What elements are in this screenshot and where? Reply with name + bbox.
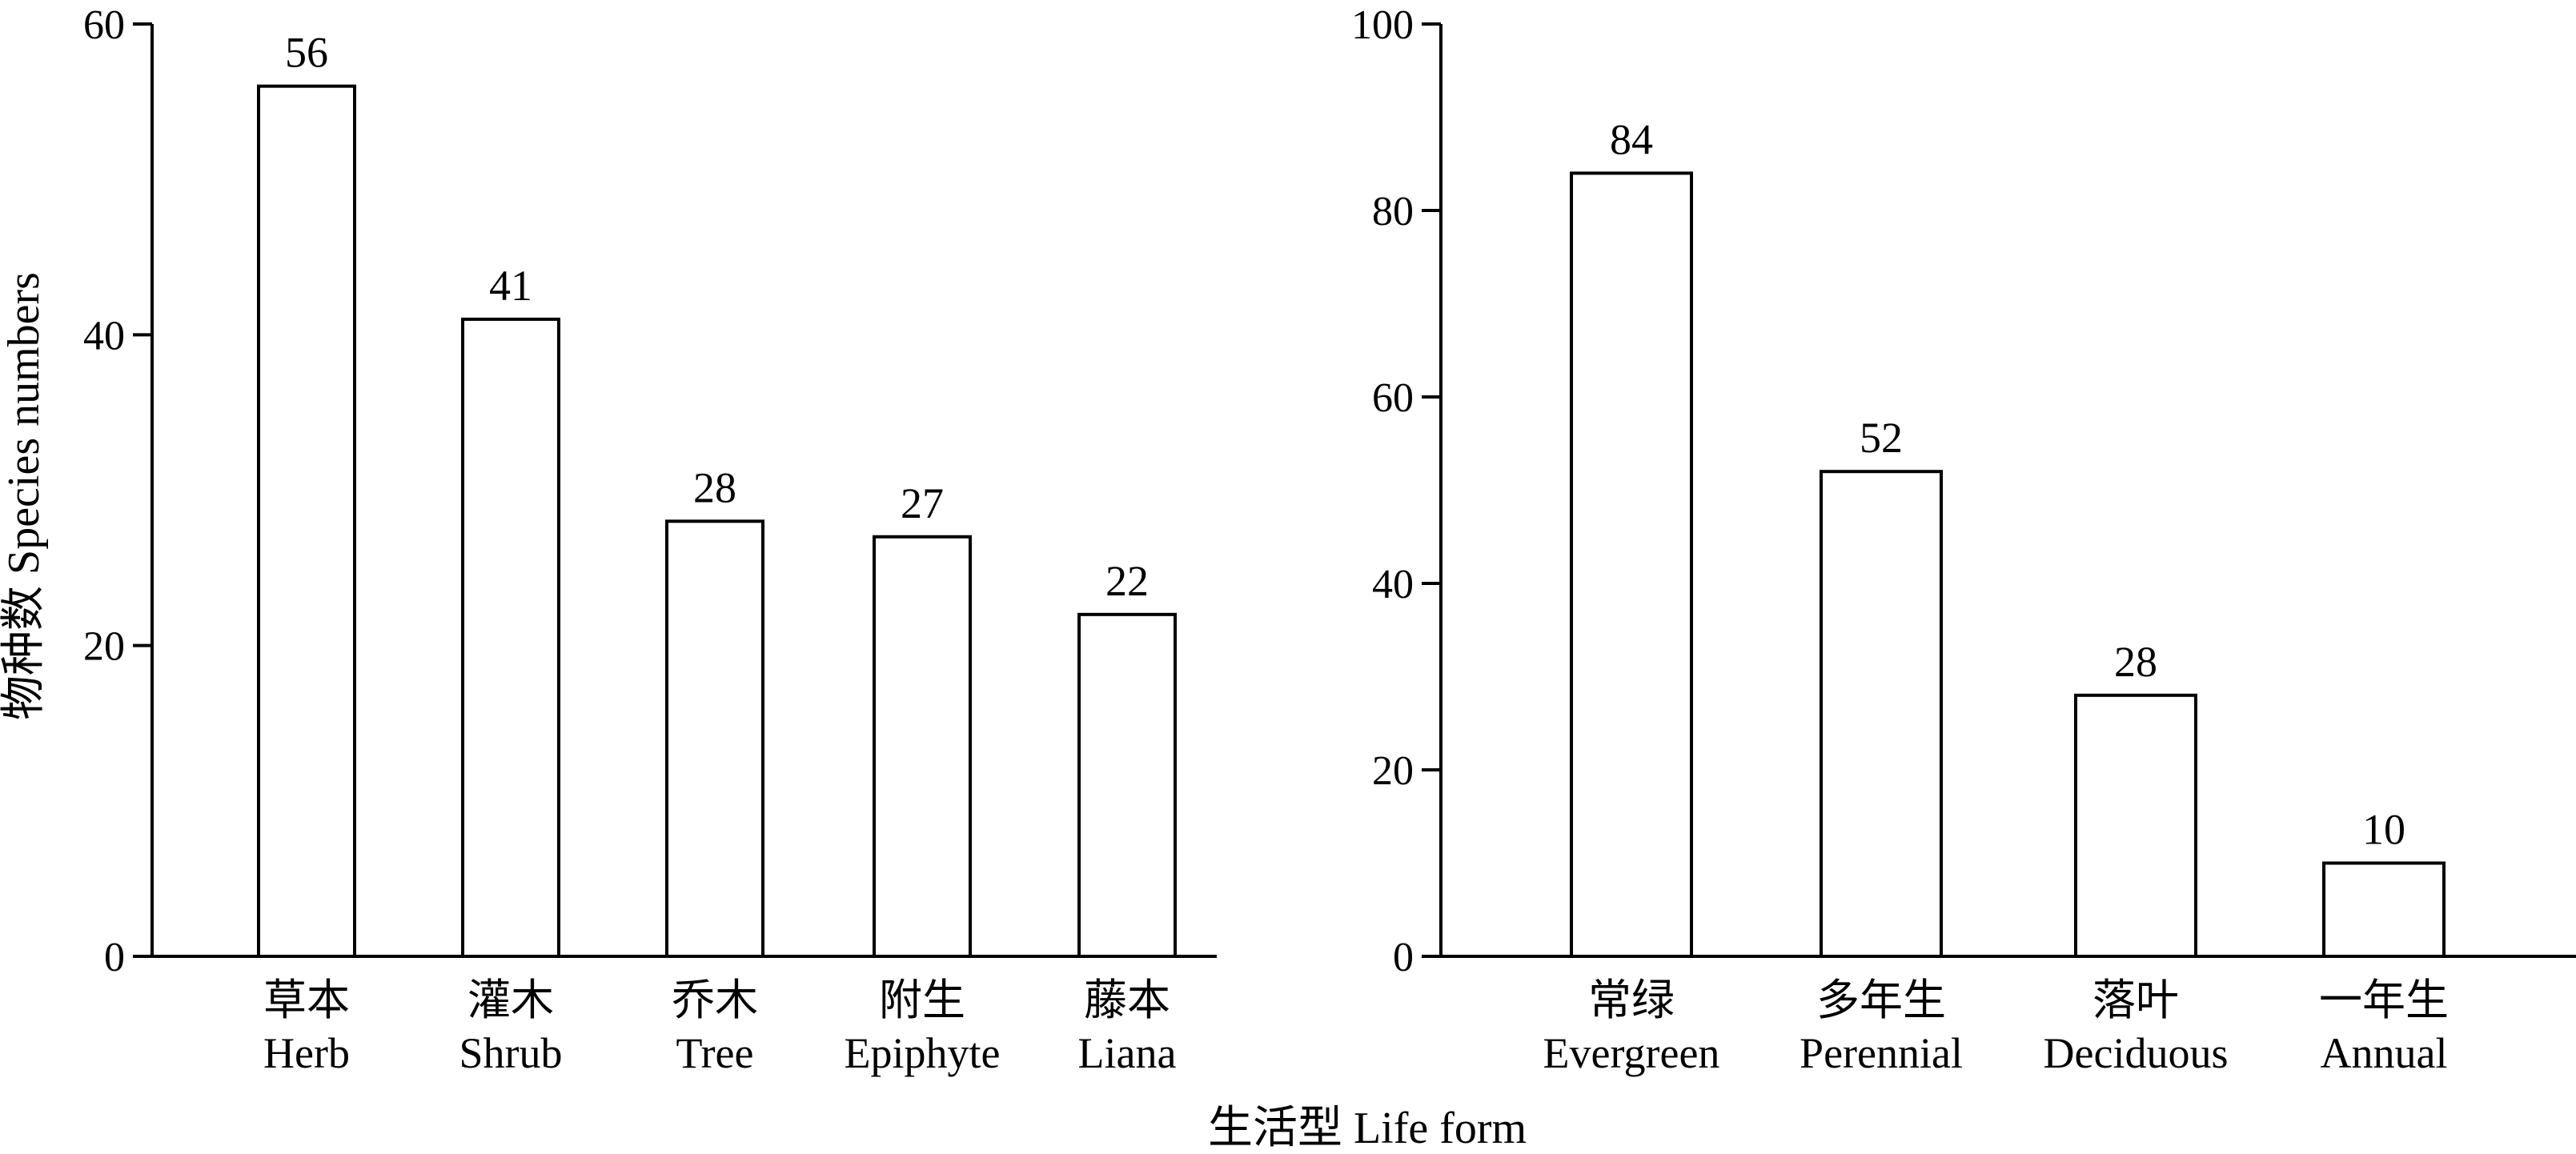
y-axis-title: 物种数 Species numbers: [0, 272, 49, 720]
data-label: 10: [2362, 806, 2405, 854]
category-label: 藤本: [1084, 976, 1170, 1024]
data-label: 27: [901, 479, 944, 527]
y-tick-label: 20: [1372, 748, 1414, 794]
bar: [2322, 861, 2446, 958]
bar: [1570, 171, 1693, 958]
category-label: 多年生: [1816, 976, 1946, 1024]
category-label-en: Evergreen: [1543, 1029, 1720, 1077]
category-label: 附生: [879, 976, 965, 1024]
data-label: 28: [693, 463, 736, 511]
y-tick-label: 60: [83, 2, 125, 48]
category-label: 常绿: [1588, 976, 1675, 1024]
data-label: 41: [489, 262, 532, 310]
data-label: 52: [1860, 414, 1903, 462]
data-label: 28: [2114, 638, 2157, 686]
data-label: 84: [1610, 115, 1653, 163]
y-tick-label: 100: [1351, 2, 1414, 48]
category-label: 一年生: [2319, 976, 2449, 1024]
y-tick-label: 0: [104, 935, 125, 980]
category-label: 草本: [263, 976, 350, 1024]
category-label-en: Liana: [1078, 1029, 1177, 1077]
category-label-en: Herb: [263, 1029, 350, 1077]
left-bar-chart: 0 20 40 60 56 草本 Herb 41 灌木 Shrub 28 乔木 Tree 27 附生 Epip…: [83, 2, 1217, 1077]
category-label-en: Tree: [676, 1029, 753, 1077]
x-axis-title: 生活型 Life form: [1208, 1104, 1527, 1153]
bar: [1820, 470, 1943, 958]
category-label-en: Shrub: [459, 1029, 562, 1077]
bar: [665, 519, 764, 958]
category-label-en: Perennial: [1800, 1029, 1963, 1077]
y-tick-label: 40: [83, 313, 125, 359]
bar: [461, 317, 560, 958]
category-label-en: Epiphyte: [845, 1029, 1001, 1077]
y-tick-label: 80: [1372, 189, 1414, 234]
bar: [2074, 693, 2197, 958]
category-label-en: Deciduous: [2044, 1029, 2229, 1077]
category-label: 灌木: [467, 976, 554, 1024]
bar: [1077, 612, 1177, 958]
bar: [257, 84, 356, 959]
category-label-en: Annual: [2321, 1029, 2448, 1077]
y-tick-label: 40: [1372, 562, 1414, 607]
category-label: 乔木: [672, 976, 758, 1024]
right-bar-chart: 0 20 40 60 80 100 84 常绿 Evergreen 52 多年生 Perennial 2…: [1351, 2, 2576, 1077]
y-tick-label: 0: [1393, 935, 1414, 980]
data-label: 56: [285, 29, 328, 77]
data-label: 22: [1105, 557, 1149, 605]
category-label: 落叶: [2092, 976, 2179, 1024]
bar: [873, 535, 972, 958]
y-tick-label: 20: [83, 624, 125, 670]
y-tick-label: 60: [1372, 375, 1414, 421]
